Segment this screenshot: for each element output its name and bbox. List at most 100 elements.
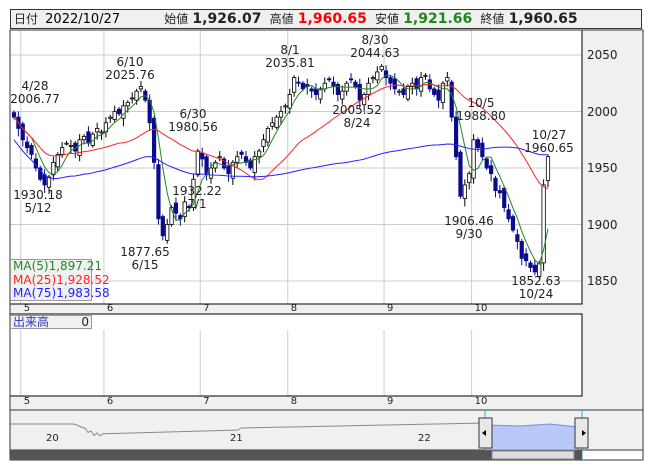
scrollbar-thumb[interactable] [491, 450, 575, 460]
candle [138, 86, 144, 90]
month-tick-label: 7 [203, 303, 210, 314]
candle [502, 187, 507, 208]
navigator-year-label: 22 [418, 433, 431, 444]
candle [208, 167, 214, 179]
candle [335, 83, 341, 95]
candle [248, 159, 253, 169]
candle [475, 139, 481, 149]
candle [173, 202, 179, 214]
candle [29, 144, 34, 155]
candle [64, 142, 69, 145]
navigator-selection [484, 423, 579, 451]
candle [230, 161, 235, 179]
candle [370, 77, 376, 80]
candle [200, 152, 205, 160]
candle [309, 88, 314, 92]
close-label: 終値 [480, 12, 505, 26]
candle [462, 184, 467, 199]
ma5-value: 1,897.21 [48, 259, 102, 273]
candle [121, 105, 126, 119]
price-tick-label: 1950 [587, 161, 618, 175]
volume-legend: 出来高 0 [10, 315, 92, 329]
candle [46, 176, 52, 188]
candle [125, 102, 130, 107]
candle [418, 77, 424, 92]
candle [340, 90, 345, 100]
candle [77, 139, 82, 156]
candle [25, 141, 30, 149]
price-annotation: 6/10 2025.76 [105, 55, 155, 82]
candle [151, 117, 157, 163]
month-tick-label: 8 [290, 303, 298, 314]
candle [217, 156, 222, 159]
candle [60, 147, 65, 155]
candle [252, 156, 257, 173]
candle [134, 90, 139, 101]
candle [169, 207, 174, 225]
navigator-left-arrow-icon [482, 430, 486, 436]
candle [532, 264, 537, 273]
navigator-right-handle[interactable] [574, 417, 589, 449]
candle [116, 108, 122, 115]
candle [81, 135, 87, 141]
candle [388, 77, 393, 84]
price-annotation: 4/28 2006.77 [10, 79, 60, 106]
candle [38, 167, 43, 180]
price-annotation: 1932.22 7/1 [172, 184, 222, 211]
candle [445, 77, 450, 82]
low-label: 安値 [375, 12, 400, 26]
price-annotation: 2005.52 8/24 [332, 103, 382, 130]
candle [235, 156, 240, 163]
candle [261, 139, 266, 147]
high-label: 高値 [269, 12, 294, 26]
candle [401, 88, 406, 95]
ma75-legend: MA(75) 1,983.58 [11, 286, 110, 301]
candle [130, 97, 135, 100]
low-value: 1,921.66 [403, 11, 473, 27]
candle [515, 234, 520, 242]
month-tick-label: 5 [23, 396, 31, 407]
candle [397, 90, 402, 93]
candle [488, 165, 494, 175]
price-annotation: 1906.46 9/30 [444, 214, 494, 241]
candle [20, 123, 25, 141]
price-tick-label: 1900 [587, 217, 618, 232]
candle [545, 156, 551, 181]
navigator-year-label: 21 [230, 433, 243, 444]
ma75-line [13, 139, 548, 180]
price-annotation: 1930.18 5/12 [13, 188, 63, 215]
ma25-line [13, 84, 549, 190]
scrollbar-track[interactable] [10, 450, 582, 460]
volume-panel-border [9, 313, 583, 397]
month-tick-label: 8 [290, 396, 298, 407]
price-tick-label: 1850 [587, 274, 618, 288]
candle [165, 224, 170, 241]
open-label: 始値 [164, 12, 189, 26]
candle [497, 190, 502, 194]
candle [86, 131, 91, 144]
ma25-value: 1,928.52 [56, 272, 110, 287]
volume-value: 0 [81, 315, 89, 329]
candle [318, 88, 323, 100]
candle [55, 154, 60, 168]
candle [191, 178, 196, 208]
high-value: 1,960.65 [297, 11, 367, 27]
volume-label: 出来高 [13, 315, 50, 329]
date-label: 日付 [14, 12, 39, 26]
candle [506, 209, 511, 220]
candle [528, 262, 533, 268]
month-tick-label: 6 [106, 396, 114, 407]
navigator-history-line [10, 422, 485, 437]
month-tick-label: 6 [106, 303, 114, 314]
ma5-line [13, 74, 549, 266]
ma5-label: MA(5) [13, 259, 49, 273]
month-tick-label: 9 [387, 303, 394, 314]
candle [440, 82, 446, 103]
candle [160, 216, 165, 237]
candle [300, 82, 305, 90]
candle [331, 81, 336, 88]
candle [99, 131, 104, 134]
candle [182, 201, 187, 217]
price-tick-label: 2000 [587, 104, 618, 119]
